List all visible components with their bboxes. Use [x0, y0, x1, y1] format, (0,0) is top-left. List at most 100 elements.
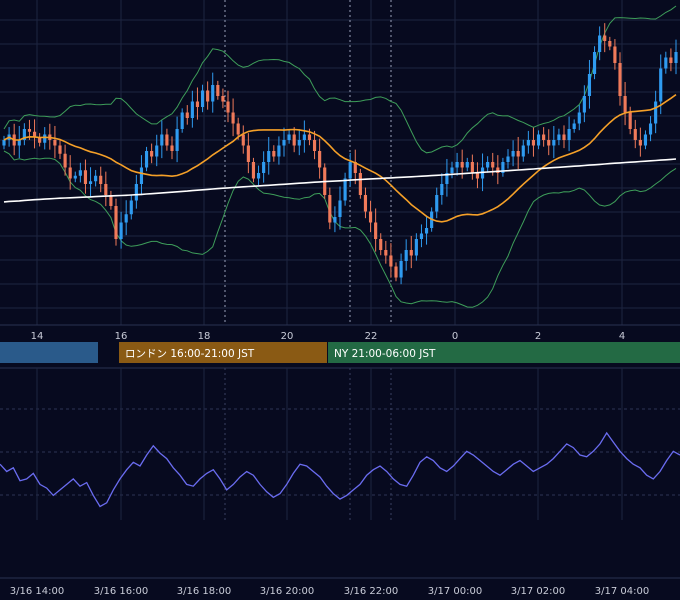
candle-body — [491, 162, 495, 168]
candle-body — [272, 151, 276, 157]
oscillator-path — [0, 431, 680, 508]
candle-body — [185, 112, 189, 118]
candle-body — [603, 35, 607, 41]
candle-body — [63, 153, 67, 168]
oscillator-grid — [0, 367, 680, 520]
candle-body — [521, 145, 525, 157]
candle-body — [43, 134, 47, 143]
candle-body — [328, 195, 332, 223]
candle-body — [99, 175, 103, 184]
candle-body — [353, 162, 357, 173]
candle-body — [88, 181, 93, 184]
time-x-tick-label: 3/16 20:00 — [260, 586, 314, 597]
candle-body — [424, 228, 429, 234]
candle-body — [302, 134, 306, 140]
candle-body — [231, 112, 235, 124]
session-bar: ロンドン 16:00-21:00 JST NY 21:00-06:00 JST — [0, 342, 680, 363]
candle-body — [409, 250, 413, 256]
candle-body — [119, 222, 123, 239]
candle-body — [567, 129, 571, 140]
candle-body — [506, 156, 510, 162]
candle-body — [358, 173, 362, 195]
candle-body — [638, 140, 642, 146]
candle-body — [109, 195, 113, 206]
price-x-tick-label: 18 — [198, 331, 211, 342]
candle-body — [104, 184, 108, 195]
session-segment — [119, 342, 327, 363]
candle-body — [333, 217, 337, 223]
candle-body — [216, 85, 220, 96]
candle-body — [577, 112, 581, 124]
candle-body — [592, 52, 597, 74]
time-x-tick-label: 3/16 16:00 — [94, 586, 148, 597]
candle-body — [572, 123, 576, 129]
candle-body — [404, 250, 408, 261]
price-x-tick-label: 0 — [452, 331, 458, 342]
candle-body — [511, 151, 515, 157]
candle-body — [531, 140, 536, 146]
candle-body — [170, 145, 174, 151]
candle-body — [648, 123, 653, 135]
candle-body — [53, 140, 57, 146]
candle-body — [582, 96, 586, 113]
candle-body — [175, 129, 179, 151]
candle-body — [445, 173, 449, 184]
price-x-tick-label: 20 — [281, 331, 294, 342]
candle-body — [27, 129, 32, 132]
candle-body — [435, 195, 439, 212]
candle-body — [643, 134, 648, 146]
candle-body — [129, 200, 133, 215]
candle-body — [450, 167, 454, 173]
candle-body — [659, 68, 663, 102]
candle-body — [160, 134, 164, 146]
candle-body — [78, 170, 82, 176]
candle-body — [155, 145, 159, 157]
candle-body — [587, 74, 592, 96]
candle-body — [496, 167, 500, 173]
candle-body — [389, 255, 393, 267]
candle-body — [200, 90, 205, 107]
candle-body — [368, 211, 373, 223]
candle-body — [236, 123, 240, 135]
time-x-tick-label: 3/16 14:00 — [10, 586, 64, 597]
candle-body — [379, 239, 383, 250]
candle-body — [226, 101, 230, 113]
candle-body — [150, 151, 154, 157]
moving-averages — [3, 93, 677, 223]
candle-body — [384, 250, 388, 256]
candle-body — [297, 140, 301, 146]
candle-body — [374, 222, 378, 239]
candle-body — [221, 96, 225, 102]
price-x-tick-label: 14 — [31, 331, 44, 342]
candle-body — [613, 46, 617, 63]
candle-body — [267, 151, 271, 162]
candle-body — [501, 162, 505, 173]
candle-body — [292, 134, 296, 146]
candle-body — [114, 206, 118, 239]
session-segment — [328, 342, 680, 363]
time-x-tick-label: 3/16 22:00 — [344, 586, 398, 597]
candle-body — [134, 184, 138, 201]
fast-ma-line — [3, 93, 677, 223]
candle-body — [633, 129, 637, 140]
candle-body — [536, 134, 541, 146]
candle-body — [256, 173, 261, 179]
candle-body — [552, 140, 556, 146]
session-label: ロンドン 16:00-21:00 JST — [125, 348, 255, 360]
candle-body — [394, 266, 398, 278]
candle-body — [338, 200, 342, 217]
candle-body — [73, 175, 77, 179]
candle-body — [211, 85, 215, 102]
session-label: NY 21:00-06:00 JST — [334, 348, 436, 360]
candle-body — [363, 195, 368, 212]
price-grid — [0, 0, 680, 326]
candle-body — [562, 134, 566, 140]
candle-body — [22, 129, 26, 140]
bollinger-upper-line — [3, 5, 677, 154]
candle-body — [455, 162, 459, 168]
candle-body — [94, 175, 98, 182]
session-segment — [0, 342, 98, 363]
candle-body — [307, 134, 312, 140]
